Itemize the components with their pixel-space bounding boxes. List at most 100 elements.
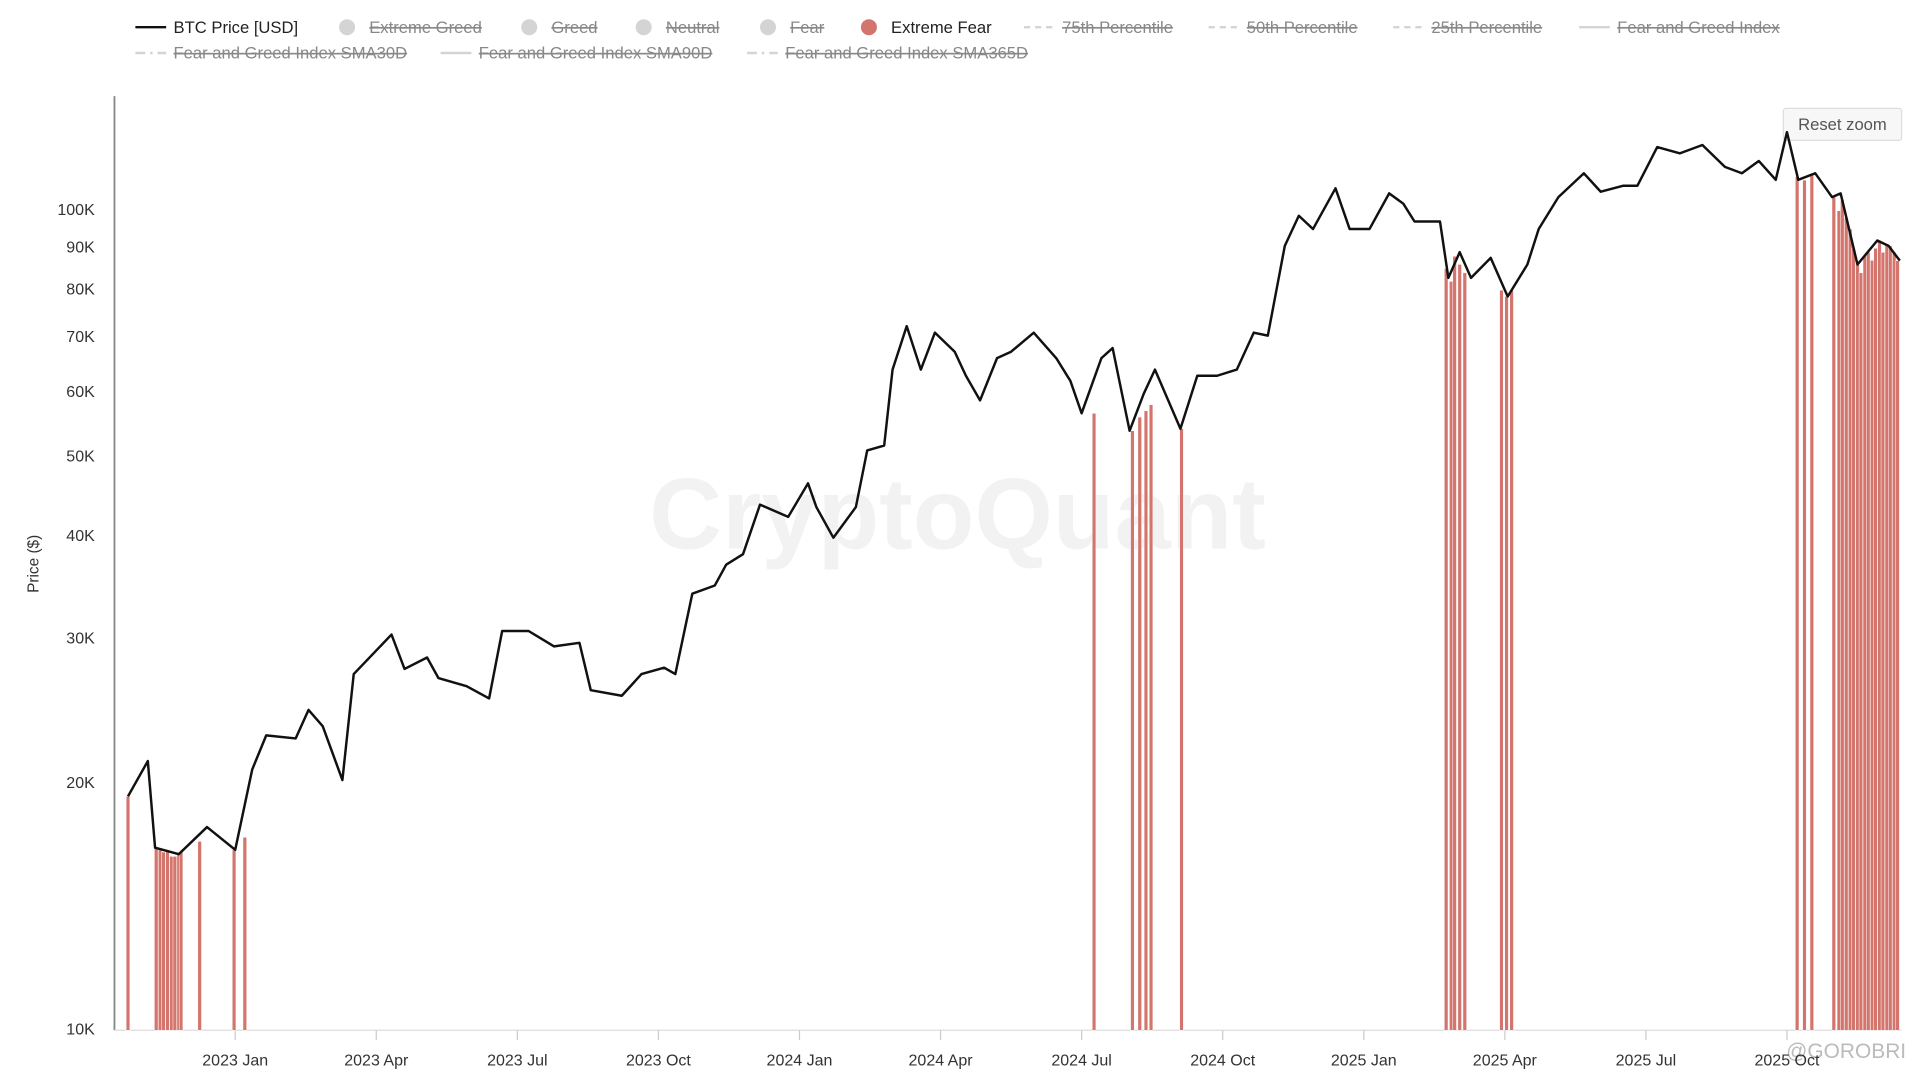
legend-label: Fear and Greed Index (1617, 18, 1780, 37)
reset-zoom-button[interactable]: Reset zoom (1782, 107, 1903, 142)
bar (1851, 248, 1856, 1031)
y-tick-label: 80K (66, 281, 95, 298)
legend-item[interactable]: Fear and Greed Index SMA365D (747, 44, 1028, 63)
legend-item[interactable]: 75th Percentile (1024, 18, 1173, 37)
bar (1877, 240, 1882, 1031)
bar (1179, 428, 1184, 1031)
bar (158, 849, 163, 1031)
legend-item[interactable]: Extreme Fear (860, 18, 992, 37)
legend-item[interactable]: Fear and Greed Index SMA30D (135, 44, 407, 63)
bar (1809, 173, 1814, 1031)
y-tick-label: 40K (66, 528, 95, 545)
x-tick-label: 2024 Apr (909, 1052, 974, 1069)
legend-label: 50th Percentile (1247, 18, 1358, 37)
legend-item[interactable]: BTC Price [USD] (135, 18, 298, 37)
bar (1831, 196, 1836, 1031)
legend-item[interactable]: Greed (521, 18, 598, 37)
y-tick-label: 50K (66, 449, 95, 466)
credit: @GOROBRI (1786, 1040, 1906, 1063)
bar (1892, 251, 1897, 1031)
x-tick-label: 2023 Jan (202, 1052, 268, 1069)
y-tick-label: 30K (66, 630, 95, 647)
bar (1873, 248, 1878, 1031)
legend-marker (860, 19, 877, 36)
bar (1452, 256, 1457, 1031)
legend-label: Fear and Greed Index SMA30D (174, 44, 408, 63)
y-tick-label: 70K (66, 329, 95, 346)
bar (1866, 251, 1871, 1031)
bar (1143, 410, 1149, 1031)
legend-marker (760, 19, 776, 36)
bar (1836, 210, 1841, 1031)
bar (1895, 260, 1900, 1031)
bar (1509, 289, 1514, 1031)
watermark: CryptoQuant (649, 459, 1266, 571)
bar (172, 856, 177, 1031)
bar (161, 851, 166, 1031)
bar (1848, 228, 1853, 1031)
legend-label: Extreme Greed (369, 18, 482, 37)
y-tick-label: 10K (66, 1021, 95, 1038)
bar (1855, 264, 1860, 1031)
y-tick-label: 100K (57, 202, 95, 219)
legend-label: Greed (551, 18, 597, 37)
bar (1802, 179, 1807, 1031)
bar (178, 851, 184, 1031)
bar (242, 837, 247, 1031)
legend-item[interactable]: 50th Percentile (1208, 18, 1358, 37)
x-tick-label: 2025 Jan (1331, 1052, 1397, 1069)
bar (125, 796, 131, 1031)
bar (1444, 268, 1449, 1031)
y-tick-label: 90K (66, 239, 95, 256)
bar (1888, 245, 1893, 1031)
legend-label: Neutral (666, 18, 720, 37)
bar (1844, 217, 1849, 1031)
legend-item[interactable]: 25th Percentile (1393, 18, 1542, 37)
x-tick-label: 2024 Jul (1051, 1052, 1112, 1069)
legend-marker (339, 19, 356, 36)
y-tick-label: 60K (66, 384, 95, 401)
legend-item[interactable]: Fear and Greed Index (1579, 18, 1780, 37)
legend-label: Fear and Greed Index SMA365D (785, 44, 1028, 63)
button-label[interactable]: Reset zoom (1798, 115, 1887, 134)
bar (165, 849, 170, 1031)
x-tick-label: 2023 Oct (626, 1052, 691, 1069)
bar (1858, 272, 1864, 1031)
x-tick-label: 2023 Jul (487, 1052, 548, 1069)
bar (154, 847, 159, 1031)
bar (1862, 256, 1867, 1031)
x-tick-label: 2024 Jan (767, 1052, 833, 1069)
legend-label: Fear (790, 18, 825, 37)
legend-label: BTC Price [USD] (174, 18, 299, 37)
y-axis-title: Price ($) (26, 535, 43, 593)
bar (1091, 413, 1097, 1031)
legend-label: 75th Percentile (1062, 18, 1173, 37)
bar (1462, 272, 1467, 1031)
legend-marker (635, 19, 652, 36)
bar (197, 841, 202, 1031)
legend-item[interactable]: Fear and Greed Index SMA90D (440, 44, 713, 63)
y-tick-label: 20K (66, 775, 95, 792)
legend-marker (521, 19, 538, 36)
legend-label: 25th Percentile (1431, 18, 1542, 37)
bar (231, 849, 237, 1031)
bar (1504, 296, 1509, 1031)
bar (1884, 244, 1889, 1031)
x-tick-label: 2024 Oct (1190, 1052, 1255, 1069)
bar (1130, 430, 1135, 1031)
bar (1870, 260, 1875, 1031)
bar (1137, 416, 1142, 1031)
x-tick-label: 2025 Jul (1616, 1052, 1677, 1069)
legend-label: Fear and Greed Index SMA90D (479, 44, 713, 63)
bar (1148, 404, 1154, 1031)
x-tick-label: 2025 Apr (1473, 1052, 1538, 1069)
legend-item[interactable]: Neutral (635, 18, 720, 37)
legend-item[interactable]: Extreme Greed (339, 18, 482, 37)
button-box[interactable] (1782, 107, 1903, 142)
bar (169, 856, 174, 1031)
bar (1840, 199, 1845, 1031)
legend-item[interactable]: Fear (760, 18, 825, 37)
bar (1449, 281, 1454, 1031)
